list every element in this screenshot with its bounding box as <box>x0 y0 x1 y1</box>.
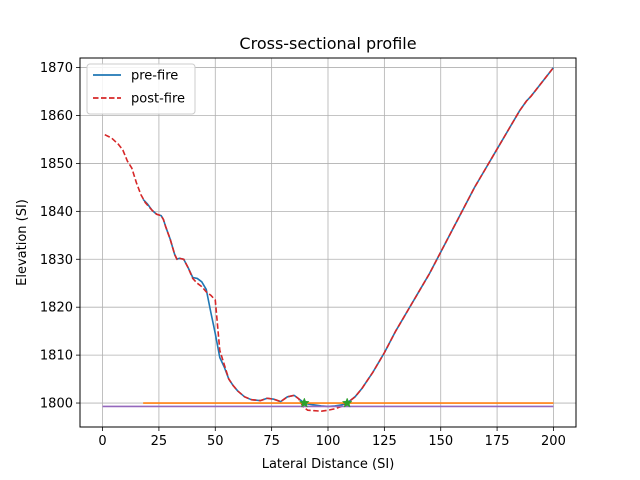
legend: pre-fire post-fire <box>86 63 196 115</box>
x-axis-label: Lateral Distance (SI) <box>262 457 395 472</box>
y-axis-label: Elevation (SI) <box>15 199 30 286</box>
y-tick-label: 1810 <box>40 349 73 364</box>
marker-layer <box>298 397 353 408</box>
y-tick-label: 1870 <box>40 61 73 76</box>
x-tick-label: 100 <box>316 434 341 449</box>
x-tick-label: 200 <box>541 434 566 449</box>
x-tick-label: 150 <box>428 434 453 449</box>
x-tick-label: 125 <box>372 434 397 449</box>
series-line-post-fire <box>104 67 555 412</box>
x-tick-label: 75 <box>263 434 280 449</box>
legend-box <box>86 63 196 115</box>
star-marker <box>341 397 353 408</box>
y-tick-label: 1840 <box>40 205 73 220</box>
legend-label-pre-fire: pre-fire <box>131 69 178 84</box>
tick-layer: 0 25 50 75 100 125 150 175 200 1800 1810 1820 1830 18… <box>40 61 566 449</box>
star-marker <box>298 397 310 408</box>
x-tick-label: 0 <box>98 434 106 449</box>
x-tick-label: 175 <box>485 434 510 449</box>
y-tick-label: 1860 <box>40 109 73 124</box>
y-tick-label: 1830 <box>40 253 73 268</box>
y-tick-label: 1850 <box>40 157 73 172</box>
x-tick-label: 50 <box>207 434 224 449</box>
chart-title: Cross-sectional profile <box>239 34 416 53</box>
y-tick-label: 1820 <box>40 301 73 316</box>
y-tick-label: 1800 <box>40 397 73 412</box>
legend-label-post-fire: post-fire <box>131 92 185 107</box>
series-line-pre-fire <box>142 67 555 408</box>
x-tick-label: 25 <box>151 434 168 449</box>
series-layer <box>102 67 555 412</box>
